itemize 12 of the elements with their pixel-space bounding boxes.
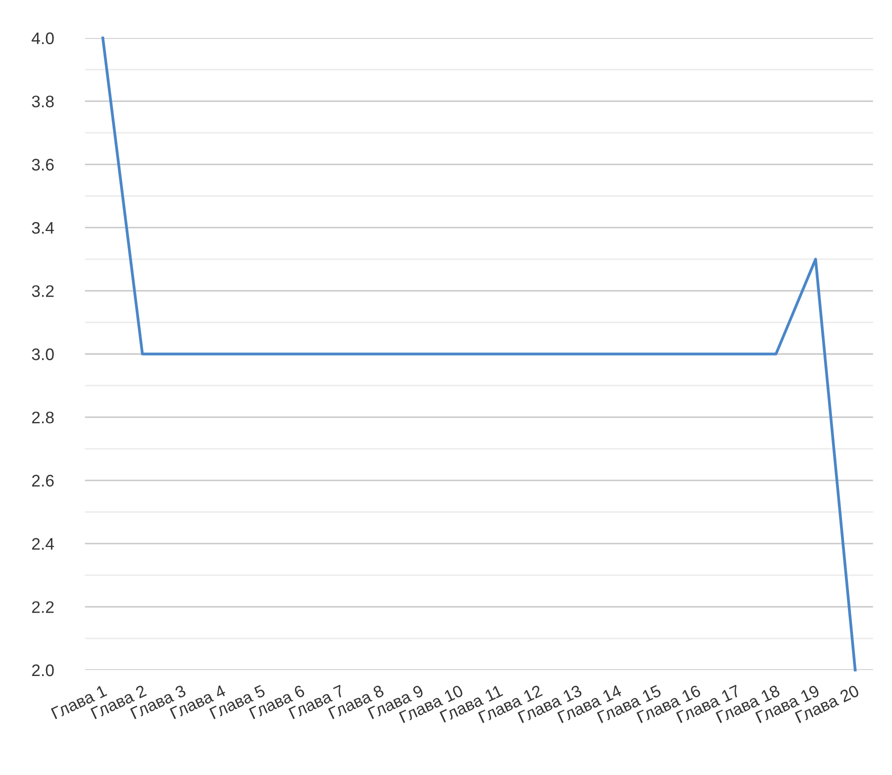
y-tick-label: 2.4 [32, 538, 54, 550]
y-tick-label: 3.0 [32, 348, 54, 360]
y-tick-label: 3.8 [32, 96, 54, 108]
y-tick-label: 2.2 [32, 601, 54, 613]
y-tick-label: 3.2 [32, 285, 54, 298]
y-tick-label: 2.8 [32, 412, 54, 424]
line-series [101, 36, 857, 672]
y-tick-label: 3.4 [32, 222, 54, 234]
y-tick-label: 2.0 [32, 664, 54, 676]
y-tick-label: 3.6 [32, 158, 54, 171]
y-tick-label: 2.6 [32, 474, 54, 487]
y-tick-label: 4.0 [32, 32, 54, 44]
